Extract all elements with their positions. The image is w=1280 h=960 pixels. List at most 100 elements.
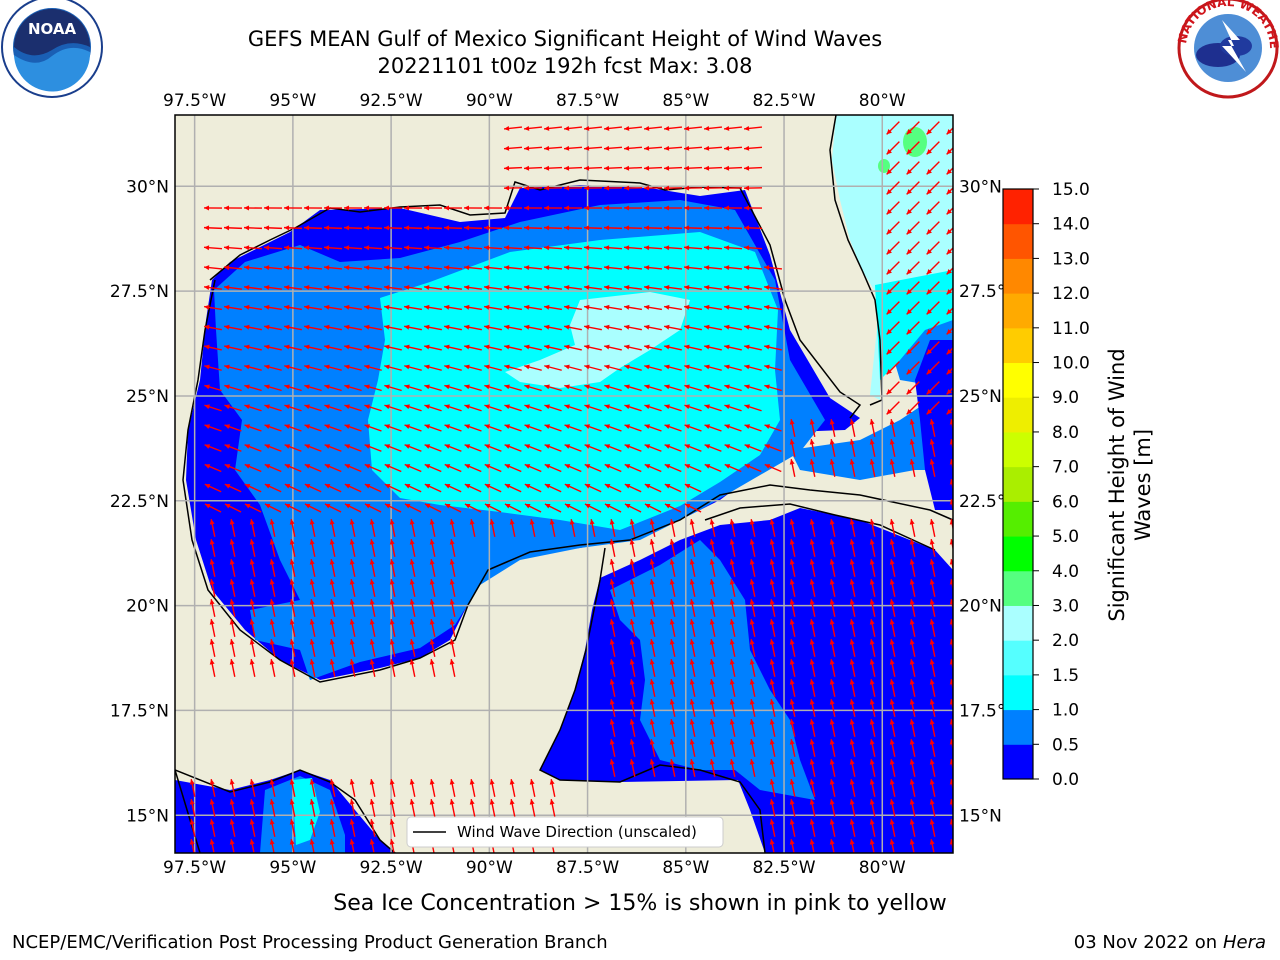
wave-direction-arrow	[689, 519, 696, 537]
wave-direction-arrow	[589, 519, 596, 537]
wave-direction-arrow	[929, 679, 936, 697]
wave-direction-arrow	[809, 659, 816, 677]
lat-tick-left: 27.5°N	[110, 282, 169, 302]
wave-direction-arrow	[404, 384, 422, 392]
wave-direction-arrow	[344, 503, 362, 513]
wave-direction-arrow	[889, 799, 896, 817]
wave-direction-arrow	[269, 819, 276, 837]
wave-direction-arrow	[464, 324, 482, 331]
wave-direction-arrow	[264, 424, 282, 432]
wave-direction-arrow	[423, 265, 443, 271]
wave-direction-arrow	[563, 245, 583, 251]
wave-direction-arrow	[909, 639, 916, 657]
wave-direction-arrow	[223, 225, 243, 231]
wave-direction-arrow	[444, 503, 462, 513]
wave-direction-arrow	[229, 779, 236, 797]
wave-direction-arrow	[889, 659, 896, 677]
wave-direction-arrow	[443, 245, 463, 251]
atlantic-ocean-0	[915, 340, 953, 510]
wave-direction-arrow	[624, 324, 642, 331]
wave-direction-arrow	[809, 519, 816, 537]
wave-direction-arrow	[483, 265, 503, 271]
wave-direction-arrow	[704, 304, 722, 311]
wave-direction-arrow	[563, 185, 583, 191]
wave-direction-arrow	[946, 267, 953, 275]
colorbar-swatch	[1003, 362, 1033, 398]
wave-direction-arrow	[629, 719, 636, 737]
wave-direction-arrow	[349, 819, 356, 837]
wave-direction-arrow	[703, 225, 723, 231]
wave-direction-arrow	[304, 384, 322, 392]
colorbar-frame	[1002, 188, 1034, 780]
date-text: 03 Nov 2022 on	[1073, 932, 1218, 953]
wave-direction-arrow	[946, 187, 953, 195]
wave-direction-arrow	[544, 364, 562, 371]
wave-direction-arrow	[609, 719, 616, 737]
wave-direction-arrow	[229, 519, 236, 537]
wave-direction-arrow	[949, 799, 953, 812]
wave-direction-arrow	[484, 483, 502, 493]
wave-direction-arrow	[404, 444, 422, 452]
wave-direction-arrow	[443, 205, 463, 211]
wave-direction-arrow	[484, 424, 502, 432]
wave-direction-arrow	[504, 444, 522, 452]
wave-direction-arrow	[443, 284, 463, 290]
wave-direction-arrow	[949, 419, 953, 432]
wave-direction-arrow	[563, 265, 583, 271]
wave-direction-arrow	[769, 739, 776, 757]
colorbar-tick-label: 10.0	[1052, 354, 1090, 374]
wave-direction-arrow	[669, 619, 676, 637]
wave-direction-arrow	[584, 324, 602, 331]
wave-direction-arrow	[369, 599, 376, 617]
wave-direction-arrow	[604, 304, 622, 311]
wave-direction-arrow	[723, 165, 743, 171]
wave-direction-arrow	[343, 205, 363, 211]
wave-direction-arrow	[709, 539, 716, 557]
wave-direction-arrow	[909, 839, 915, 853]
wave-direction-arrow	[789, 659, 796, 677]
wave-direction-arrow	[349, 519, 356, 537]
wave-direction-arrow	[649, 599, 656, 617]
wave-direction-arrow	[243, 245, 263, 251]
wave-direction-arrow	[369, 839, 375, 853]
wave-direction-arrow	[424, 503, 442, 513]
wave-direction-arrow	[463, 284, 483, 290]
wave-direction-arrow	[484, 404, 502, 412]
wave-direction-arrow	[524, 364, 542, 371]
wave-direction-arrow	[906, 361, 920, 375]
wave-direction-arrow	[624, 424, 642, 432]
wave-direction-arrow	[584, 503, 602, 513]
wave-direction-arrow	[243, 265, 263, 271]
map-axis-ticks: 97.5°W 97.5°W 95°W 95°W 92.5°W 92.5°W 90°W 90°W…	[110, 91, 1018, 878]
wave-direction-arrow	[604, 384, 622, 392]
wave-direction-arrow	[504, 483, 522, 493]
wave-direction-arrow	[603, 125, 623, 131]
wave-direction-arrow	[683, 265, 703, 271]
wave-direction-arrow	[264, 344, 282, 351]
wave-direction-arrow	[689, 579, 696, 597]
wave-direction-arrow	[364, 444, 382, 452]
wave-direction-arrow	[489, 519, 496, 537]
wave-direction-arrow	[849, 759, 856, 777]
colorbar-swatch	[1003, 640, 1033, 676]
wave-direction-arrow	[664, 304, 682, 311]
wave-direction-arrow	[906, 281, 920, 295]
wave-direction-arrow	[886, 321, 900, 335]
wave-direction-arrow	[906, 221, 920, 235]
wave-direction-arrow	[609, 519, 616, 537]
wave-direction-arrow	[926, 161, 940, 175]
wave-direction-arrow	[886, 301, 900, 315]
wave-direction-arrow	[929, 759, 936, 777]
wave-direction-arrow	[229, 819, 236, 837]
wave-direction-arrow	[886, 341, 900, 355]
wave-direction-arrow	[249, 539, 256, 557]
wave-direction-arrow	[929, 639, 936, 657]
wave-direction-arrow	[409, 539, 416, 557]
wave-direction-arrow	[949, 539, 953, 552]
wave-direction-arrow	[829, 839, 835, 853]
wave-direction-arrow	[244, 503, 262, 513]
wave-direction-arrow	[644, 483, 662, 493]
wave-direction-arrow	[664, 503, 682, 513]
wave-direction-arrow	[664, 404, 682, 412]
wave-direction-arrow	[464, 404, 482, 412]
